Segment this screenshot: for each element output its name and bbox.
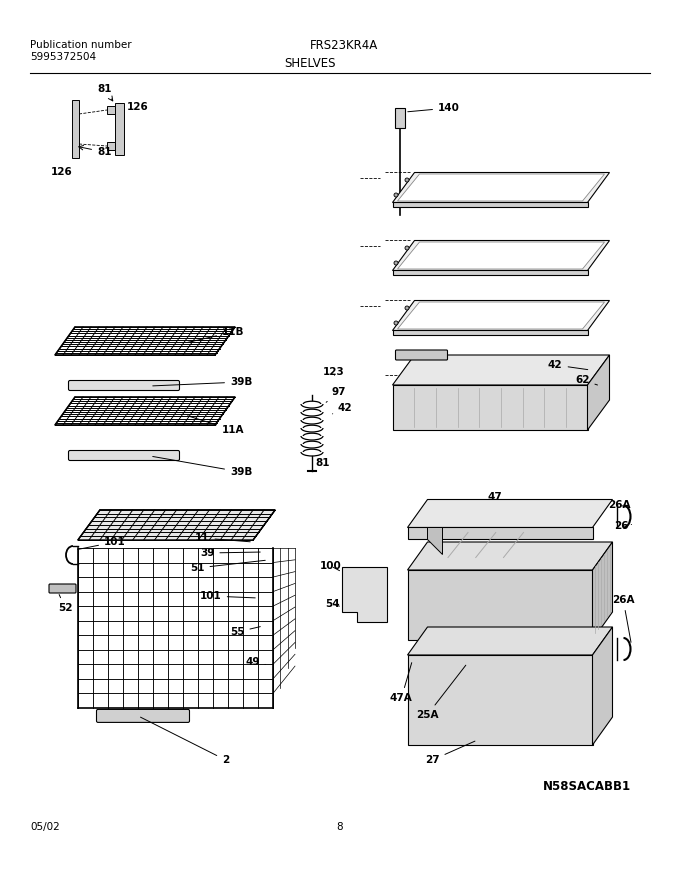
Text: 11A: 11A <box>188 415 245 435</box>
FancyBboxPatch shape <box>69 381 180 390</box>
Polygon shape <box>78 510 275 540</box>
Polygon shape <box>407 499 613 528</box>
Circle shape <box>394 261 398 265</box>
Text: 39B: 39B <box>153 377 252 387</box>
Text: 5995372504: 5995372504 <box>30 52 96 62</box>
Bar <box>115 103 124 155</box>
Polygon shape <box>398 174 605 201</box>
Text: 81: 81 <box>316 458 330 468</box>
Text: 26A: 26A <box>608 500 630 510</box>
Polygon shape <box>78 510 275 540</box>
Text: 51: 51 <box>190 560 265 573</box>
Text: 24: 24 <box>556 246 590 256</box>
Text: SHELVES: SHELVES <box>284 57 336 70</box>
FancyBboxPatch shape <box>396 350 447 360</box>
Text: 49: 49 <box>245 657 265 667</box>
Text: 62: 62 <box>575 375 598 385</box>
Text: 81: 81 <box>79 145 112 157</box>
Polygon shape <box>407 570 592 640</box>
Polygon shape <box>407 627 613 655</box>
Text: 25A: 25A <box>416 665 466 720</box>
Polygon shape <box>592 542 613 640</box>
Polygon shape <box>428 528 443 555</box>
Bar <box>107 142 115 150</box>
Text: 39B: 39B <box>153 456 252 477</box>
Polygon shape <box>392 355 609 385</box>
Text: 100: 100 <box>320 561 342 571</box>
Text: 24: 24 <box>556 306 590 316</box>
Circle shape <box>405 246 409 250</box>
Polygon shape <box>392 271 588 275</box>
Text: 126: 126 <box>127 102 149 112</box>
Text: 25: 25 <box>522 502 537 516</box>
Text: 52: 52 <box>58 595 73 613</box>
Polygon shape <box>407 528 592 539</box>
Text: 2: 2 <box>141 717 229 765</box>
Text: 27: 27 <box>425 741 475 765</box>
Text: 39: 39 <box>200 548 260 558</box>
Text: N58SACABB1: N58SACABB1 <box>543 780 631 793</box>
Polygon shape <box>392 300 609 330</box>
Bar <box>107 106 115 114</box>
Polygon shape <box>392 172 609 202</box>
Text: FRS23KR4A: FRS23KR4A <box>310 38 378 51</box>
Polygon shape <box>392 385 588 430</box>
Text: 54: 54 <box>325 599 339 609</box>
Text: 101: 101 <box>78 537 126 550</box>
Text: 42: 42 <box>548 360 588 370</box>
Text: 11B: 11B <box>188 327 245 342</box>
Text: 126: 126 <box>51 167 73 177</box>
Text: 11: 11 <box>195 533 250 543</box>
Polygon shape <box>55 327 235 355</box>
Polygon shape <box>392 240 609 271</box>
Polygon shape <box>392 202 588 207</box>
Text: 140: 140 <box>408 103 460 113</box>
Bar <box>395 108 405 128</box>
Text: 47A: 47A <box>390 663 413 703</box>
Text: 26: 26 <box>614 521 632 531</box>
Text: 42: 42 <box>333 403 353 414</box>
Text: 24: 24 <box>556 178 590 188</box>
FancyBboxPatch shape <box>97 709 190 722</box>
Polygon shape <box>588 355 609 430</box>
Text: 05/02: 05/02 <box>30 822 60 832</box>
FancyBboxPatch shape <box>69 450 180 461</box>
Polygon shape <box>55 397 235 425</box>
Circle shape <box>405 306 409 310</box>
Text: 47: 47 <box>488 492 503 502</box>
Text: 101: 101 <box>200 591 255 601</box>
Circle shape <box>394 193 398 197</box>
Text: 8: 8 <box>337 822 343 832</box>
Polygon shape <box>407 542 613 570</box>
Polygon shape <box>398 302 605 329</box>
Polygon shape <box>398 242 605 269</box>
Bar <box>72 100 79 158</box>
Text: 123: 123 <box>323 367 345 377</box>
Polygon shape <box>392 330 588 335</box>
Polygon shape <box>342 567 387 622</box>
FancyBboxPatch shape <box>49 584 76 593</box>
Text: 81: 81 <box>97 84 113 101</box>
Polygon shape <box>592 627 613 745</box>
Text: 97: 97 <box>326 387 347 402</box>
Text: 26A: 26A <box>612 595 634 642</box>
Circle shape <box>394 321 398 325</box>
Text: Publication number: Publication number <box>30 40 132 50</box>
Polygon shape <box>407 655 592 745</box>
Text: 55: 55 <box>230 626 260 637</box>
Circle shape <box>405 178 409 182</box>
